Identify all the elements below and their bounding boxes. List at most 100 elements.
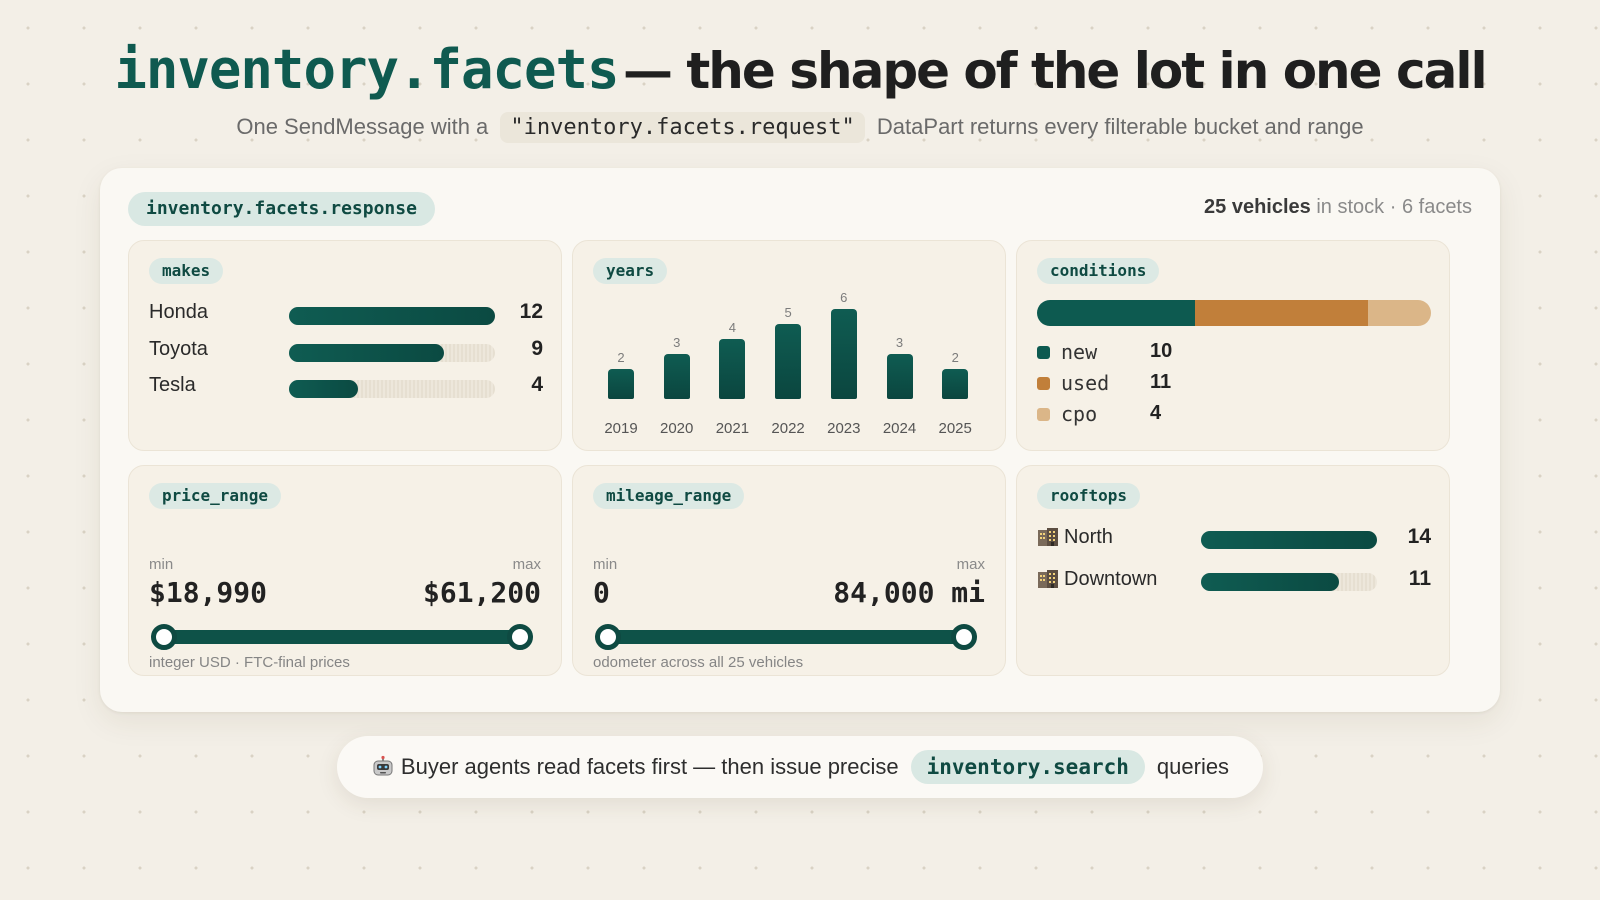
condition-count: 10: [1150, 340, 1173, 362]
year-column: 3 2024: [872, 291, 928, 441]
conditions-panel: conditions new 10 used 11 cpo 4: [1016, 240, 1450, 451]
price-range-track: [164, 630, 520, 644]
price-min-label: min: [149, 556, 174, 573]
rooftop-bar: [1201, 573, 1340, 591]
condition-swatch: [1037, 408, 1050, 421]
condition-segment-used: [1194, 300, 1368, 326]
mileage-min-handle[interactable]: [595, 624, 621, 650]
year-bar: [608, 369, 634, 399]
price-min-value: $18,990: [149, 576, 268, 609]
title-code: inventory.facets: [114, 38, 619, 101]
make-count: 12: [519, 300, 543, 323]
subtitle-post: DataPart returns every filterable bucket…: [876, 114, 1364, 139]
rooftop-bar-track: [1201, 531, 1377, 549]
year-column: 3 2020: [649, 291, 705, 441]
make-bar-track: [289, 380, 495, 398]
footer-callout: Buyer agents read facets first — then is…: [337, 736, 1263, 798]
year-tick-label: 2024: [882, 420, 917, 437]
conditions-stacked-bar: [1037, 300, 1431, 326]
makes-row: Toyota 9: [149, 336, 543, 366]
makes-row: Tesla 4: [149, 372, 543, 402]
make-bar: [289, 380, 358, 398]
mileage-range-track: [608, 630, 964, 644]
condition-label: new: [1061, 340, 1098, 364]
mileage-range-panel: mileage_range min max 0 84,000 mi odomet…: [572, 465, 1006, 676]
title-text: — the shape of the lot in one call: [623, 42, 1488, 100]
year-bar: [775, 324, 802, 399]
year-bar-value: 5: [784, 305, 792, 320]
make-bar: [289, 344, 444, 362]
price-footnote: integer USD · FTC-final prices: [149, 654, 350, 671]
year-column: 6 2023: [816, 290, 872, 441]
make-bar: [289, 307, 495, 325]
make-bar-track: [289, 344, 495, 362]
summary-facets: 6 facets: [1401, 196, 1472, 218]
condition-legend-row: used 11: [1037, 370, 1237, 396]
years-tag: years: [593, 258, 668, 284]
condition-segment-cpo: [1367, 300, 1431, 326]
summary: 25 vehicles in stock · 6 facets: [1204, 196, 1472, 219]
mileage-footnote: odometer across all 25 vehicles: [593, 654, 804, 671]
subtitle-code-chip: "inventory.facets.request": [500, 112, 865, 143]
years-panel: years 2 2019 3 2020 4 2021 5 2022 6 2023 3 2024 2 202…: [572, 240, 1006, 451]
inventory-search-chip[interactable]: inventory.search: [910, 750, 1145, 784]
make-count: 9: [531, 337, 543, 360]
condition-legend-row: cpo 4: [1037, 401, 1237, 427]
subtitle: One SendMessage with a "inventory.facets…: [0, 112, 1600, 143]
response-label: inventory.facets.response: [128, 192, 435, 226]
price-max-value: $61,200: [422, 576, 541, 609]
rooftop-bar-track: [1201, 573, 1377, 591]
mileage-max-label: max: [956, 556, 985, 573]
year-tick-label: 2023: [827, 420, 861, 437]
footer-text-post: queries: [1156, 754, 1230, 779]
make-label: Toyota: [149, 338, 208, 360]
price-max-handle[interactable]: [507, 624, 533, 650]
price-min-handle[interactable]: [151, 624, 177, 650]
price-range-tag: price_range: [149, 483, 281, 509]
condition-swatch: [1037, 377, 1050, 390]
rooftops-tag: rooftops: [1037, 483, 1141, 509]
years-bar-chart: 2 2019 3 2020 4 2021 5 2022 6 2023 3 2024 2 2025: [593, 290, 987, 441]
year-tick-label: 2020: [660, 420, 694, 437]
year-bar: [830, 309, 857, 399]
year-tick-label: 2019: [604, 420, 638, 437]
page-title: inventory.facets — the shape of the lot …: [0, 38, 1600, 101]
year-tick-label: 2021: [715, 420, 750, 437]
year-bar-value: 6: [840, 290, 848, 305]
mileage-range-tag: mileage_range: [593, 483, 745, 509]
year-bar-value: 2: [951, 350, 959, 365]
year-bar: [886, 354, 913, 399]
year-bar: [663, 354, 690, 399]
condition-label: cpo: [1061, 402, 1098, 426]
condition-segment-new: [1037, 300, 1195, 326]
year-column: 2 2025: [927, 291, 983, 441]
price-max-label: max: [512, 556, 541, 573]
makes-tag: makes: [149, 258, 224, 284]
rooftop-row: North 14: [1037, 524, 1431, 554]
condition-swatch: [1037, 346, 1050, 359]
make-label: Tesla: [149, 374, 196, 396]
make-count: 4: [531, 373, 543, 396]
year-tick-label: 2022: [771, 420, 805, 437]
conditions-tag: conditions: [1037, 258, 1160, 284]
condition-label: used: [1061, 371, 1110, 395]
summary-count: 25 vehicles: [1204, 196, 1311, 218]
rooftop-label: North: [1064, 526, 1113, 548]
make-label: Honda: [149, 301, 208, 323]
year-bar-value: 3: [895, 335, 904, 350]
summary-instock: in stock: [1316, 196, 1385, 218]
rooftops-panel: rooftops North 14 Downtown 11: [1016, 465, 1450, 676]
mileage-min-label: min: [593, 556, 618, 573]
year-column: 4 2021: [704, 291, 760, 441]
year-bar-value: 4: [728, 320, 736, 335]
subtitle-pre: One SendMessage with a: [236, 114, 489, 139]
mileage-max-handle[interactable]: [951, 624, 977, 650]
rooftop-label: Downtown: [1064, 568, 1158, 590]
rooftop-count: 14: [1407, 525, 1431, 548]
rooftop-row: Downtown 11: [1037, 566, 1431, 596]
makes-row: Honda 12: [149, 299, 543, 329]
summary-sep: ·: [1389, 196, 1397, 218]
year-tick-label: 2025: [938, 420, 972, 437]
price-range-panel: price_range min max $18,990 $61,200 inte…: [128, 465, 562, 676]
rooftop-count: 11: [1408, 567, 1431, 590]
